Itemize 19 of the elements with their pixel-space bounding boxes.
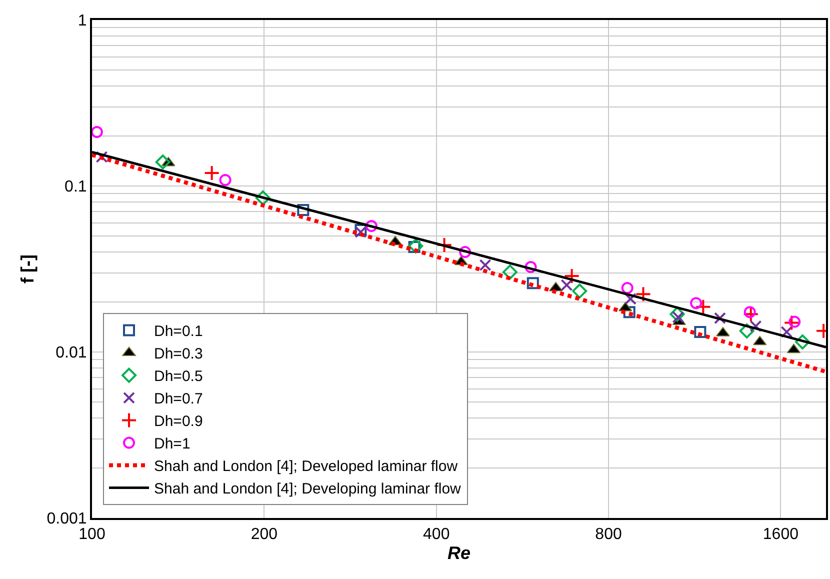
- y-axis-title: f [-]: [17, 254, 38, 284]
- x-tick-label: 1600: [762, 526, 799, 544]
- legend-label: Dh=0.1: [154, 323, 203, 340]
- y-tick-label: 0.1: [64, 178, 87, 196]
- y-tick-label: 0.01: [56, 344, 87, 362]
- legend-label: Dh=0.5: [154, 368, 203, 386]
- legend-label: Shah and London [4]; Developing laminar flow: [154, 480, 462, 498]
- x-tick-label: 800: [595, 526, 622, 544]
- legend-label: Shah and London [4]; Developed laminar flow: [154, 458, 458, 476]
- y-tick-label: 1: [78, 12, 87, 30]
- y-tick-label: 0.001: [46, 510, 87, 528]
- legend-label: Dh=0.7: [154, 390, 203, 408]
- x-tick-label: 100: [78, 526, 106, 544]
- x-tick-label: 400: [423, 526, 450, 544]
- legend-label: Dh=0.9: [154, 413, 203, 430]
- legend-label: Dh=0.3: [154, 346, 203, 363]
- x-axis-title: Re: [447, 543, 471, 564]
- legend-label: Dh=1: [154, 436, 190, 453]
- x-tick-label: 200: [250, 526, 278, 544]
